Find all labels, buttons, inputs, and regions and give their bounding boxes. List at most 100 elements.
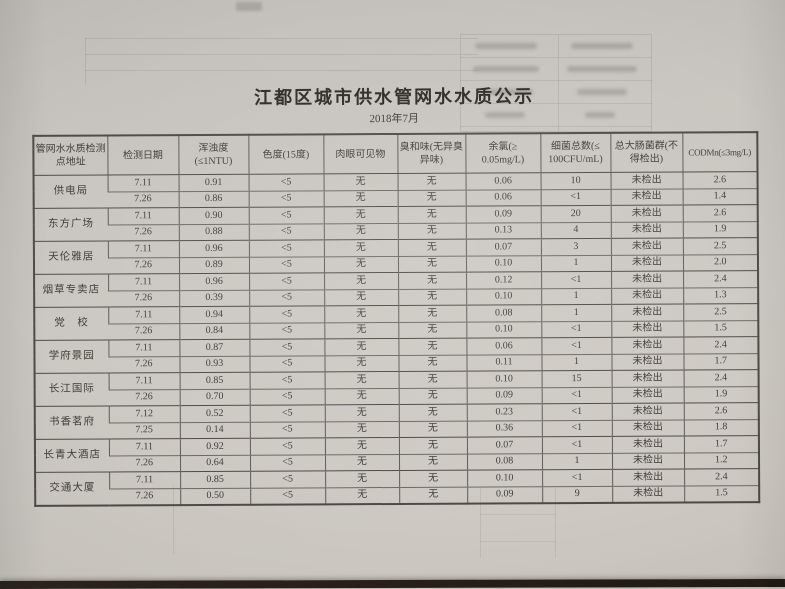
water-quality-table: 管网水水质检测点地址 检测日期 浑浊度(≤1NTU) 色度(15度) 肉眼可见物 臭和味(… (32, 131, 761, 507)
value-cell: 2.5 (682, 237, 758, 255)
value-cell: 0.90 (178, 207, 249, 225)
value-cell: 未检出 (611, 287, 684, 305)
value-cell: 无 (324, 354, 399, 372)
value-cell: 无 (324, 453, 400, 471)
value-cell: 7.11 (108, 306, 180, 324)
location-cell: 天伦雅居 (33, 240, 109, 275)
location-cell: 长江国际 (34, 372, 109, 407)
column-header-2: 浑浊度(≤1NTU) (178, 134, 249, 175)
value-cell: 无 (399, 486, 468, 504)
value-cell: 0.85 (180, 471, 251, 489)
value-cell: 1.9 (682, 221, 758, 238)
location-cell: 东方广场 (33, 207, 108, 242)
value-cell: 0.93 (179, 355, 250, 373)
value-cell: 无 (323, 222, 398, 240)
column-header-7: 细菌总数(≤ 100CFU/mL) (540, 132, 611, 173)
value-cell: 10 (540, 172, 611, 190)
value-cell: 0.96 (179, 273, 250, 291)
value-cell: 未检出 (611, 452, 685, 470)
value-cell: 1 (541, 353, 612, 371)
value-cell: 无 (324, 321, 399, 339)
column-header-9: CODMn(≤3mg/L) (682, 132, 758, 172)
value-cell: 无 (325, 486, 400, 505)
value-cell: 0.64 (179, 454, 251, 472)
value-cell: <5 (249, 404, 325, 422)
value-cell: 0.10 (466, 370, 542, 388)
value-cell: 0.89 (178, 256, 250, 274)
value-cell: 7.11 (108, 339, 180, 357)
value-cell: 无 (398, 354, 467, 372)
page-subtitle: 2018年7月 (369, 112, 420, 126)
value-cell: 1 (541, 304, 612, 322)
value-cell: 0.06 (465, 172, 541, 190)
value-cell: 无 (397, 255, 467, 273)
value-cell: 未检出 (610, 254, 684, 272)
value-cell: <1 (541, 419, 612, 437)
value-cell: 0.36 (466, 420, 542, 438)
value-cell: 未检出 (610, 188, 683, 206)
value-cell: 7.26 (108, 389, 180, 406)
value-cell: 无 (398, 420, 467, 438)
value-cell: 0.23 (466, 403, 542, 421)
value-cell: 2.4 (683, 336, 759, 354)
value-cell: 未检出 (612, 485, 685, 503)
value-cell: 0.91 (178, 174, 249, 192)
value-cell: 1.8 (683, 419, 759, 436)
value-cell: 7.26 (107, 191, 179, 208)
value-cell: 2.5 (683, 303, 759, 321)
value-cell: 未检出 (611, 402, 684, 420)
value-cell: 0.08 (466, 453, 543, 471)
value-cell: 0.07 (465, 238, 541, 256)
value-cell: 2.6 (682, 171, 758, 189)
value-cell: 无 (325, 470, 400, 488)
value-cell: 7.12 (108, 405, 180, 423)
value-cell: 3 (540, 238, 611, 256)
value-cell: <5 (249, 272, 325, 290)
value-cell: <5 (248, 256, 325, 274)
value-cell: 1.2 (683, 452, 760, 469)
value-cell: 0.10 (467, 469, 543, 487)
value-cell: <5 (249, 305, 325, 323)
value-cell: 0.13 (465, 222, 541, 240)
value-cell: 0.10 (466, 321, 542, 339)
value-cell: 无 (323, 173, 398, 191)
value-cell: 7.11 (108, 273, 180, 291)
value-cell: 0.10 (465, 255, 542, 273)
value-cell: <1 (541, 271, 612, 289)
value-cell: 无 (323, 189, 398, 207)
value-cell: 4 (540, 221, 611, 239)
value-cell: 1.3 (683, 287, 759, 304)
value-cell: 7.26 (109, 488, 181, 506)
value-cell: <5 (248, 239, 324, 257)
value-cell: 未检出 (611, 320, 684, 338)
value-cell: 无 (398, 305, 467, 322)
value-cell: <5 (249, 371, 325, 389)
value-cell: 无 (398, 453, 468, 471)
value-cell: 0.70 (179, 388, 250, 406)
value-cell: 0.86 (178, 190, 249, 208)
value-cell: 0.12 (466, 271, 542, 289)
value-cell: 0.87 (179, 339, 250, 357)
value-cell: 1 (540, 254, 612, 272)
value-cell: 无 (399, 470, 468, 487)
value-cell: 1 (541, 452, 613, 470)
value-cell: 0.92 (179, 438, 250, 456)
value-cell: 无 (323, 206, 398, 224)
location-cell: 学府景园 (34, 339, 109, 374)
value-cell: 7.26 (108, 356, 180, 373)
value-cell: 无 (324, 420, 399, 438)
value-cell: 无 (397, 239, 466, 256)
value-cell: 1.5 (683, 320, 759, 337)
value-cell: 2.4 (683, 369, 759, 387)
value-cell: 无 (324, 404, 399, 422)
location-cell: 交通大厦 (35, 471, 110, 506)
value-cell: 0.52 (179, 405, 250, 423)
value-cell: <5 (249, 338, 325, 356)
value-cell: 0.09 (466, 387, 542, 405)
value-cell: 无 (324, 387, 399, 405)
value-cell: <5 (249, 454, 326, 472)
value-cell: <1 (541, 436, 612, 454)
column-header-8: 总大肠菌群(不得检出) (610, 132, 683, 173)
value-cell: 未检出 (611, 353, 684, 371)
